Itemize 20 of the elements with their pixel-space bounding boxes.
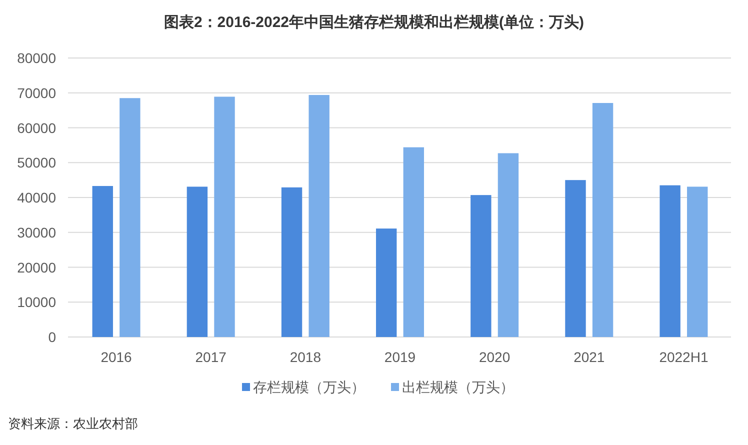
legend-label: 出栏规模（万头）	[402, 379, 514, 395]
y-tick-label: 0	[48, 329, 56, 345]
y-tick-label: 50000	[17, 154, 56, 171]
x-tick-label: 2018	[290, 349, 321, 365]
y-tick-label: 80000	[17, 50, 56, 66]
annotation: 资料来源：农业农村部	[8, 416, 138, 431]
y-tick-label: 70000	[17, 84, 56, 101]
x-tick-label: 2022H1	[659, 349, 708, 365]
y-tick-label: 40000	[17, 190, 56, 206]
title: 图表2：2016-2022年中国生猪存栏规模和出栏规模(单位：万头)	[164, 14, 584, 31]
y-tick-label: 30000	[17, 224, 56, 240]
y-tick-label: 20000	[17, 259, 56, 276]
x-tick-label: 2020	[479, 349, 510, 365]
y-tick-label: 10000	[17, 294, 56, 310]
x-tick-label: 2021	[574, 349, 605, 365]
x-tick-label: 2016	[100, 349, 132, 365]
x-tick-label: 2017	[195, 349, 226, 365]
x-tick-label: 2019	[384, 349, 416, 365]
y-tick-label: 60000	[17, 120, 56, 136]
legend-label: 存栏规模（万头）	[253, 379, 365, 395]
